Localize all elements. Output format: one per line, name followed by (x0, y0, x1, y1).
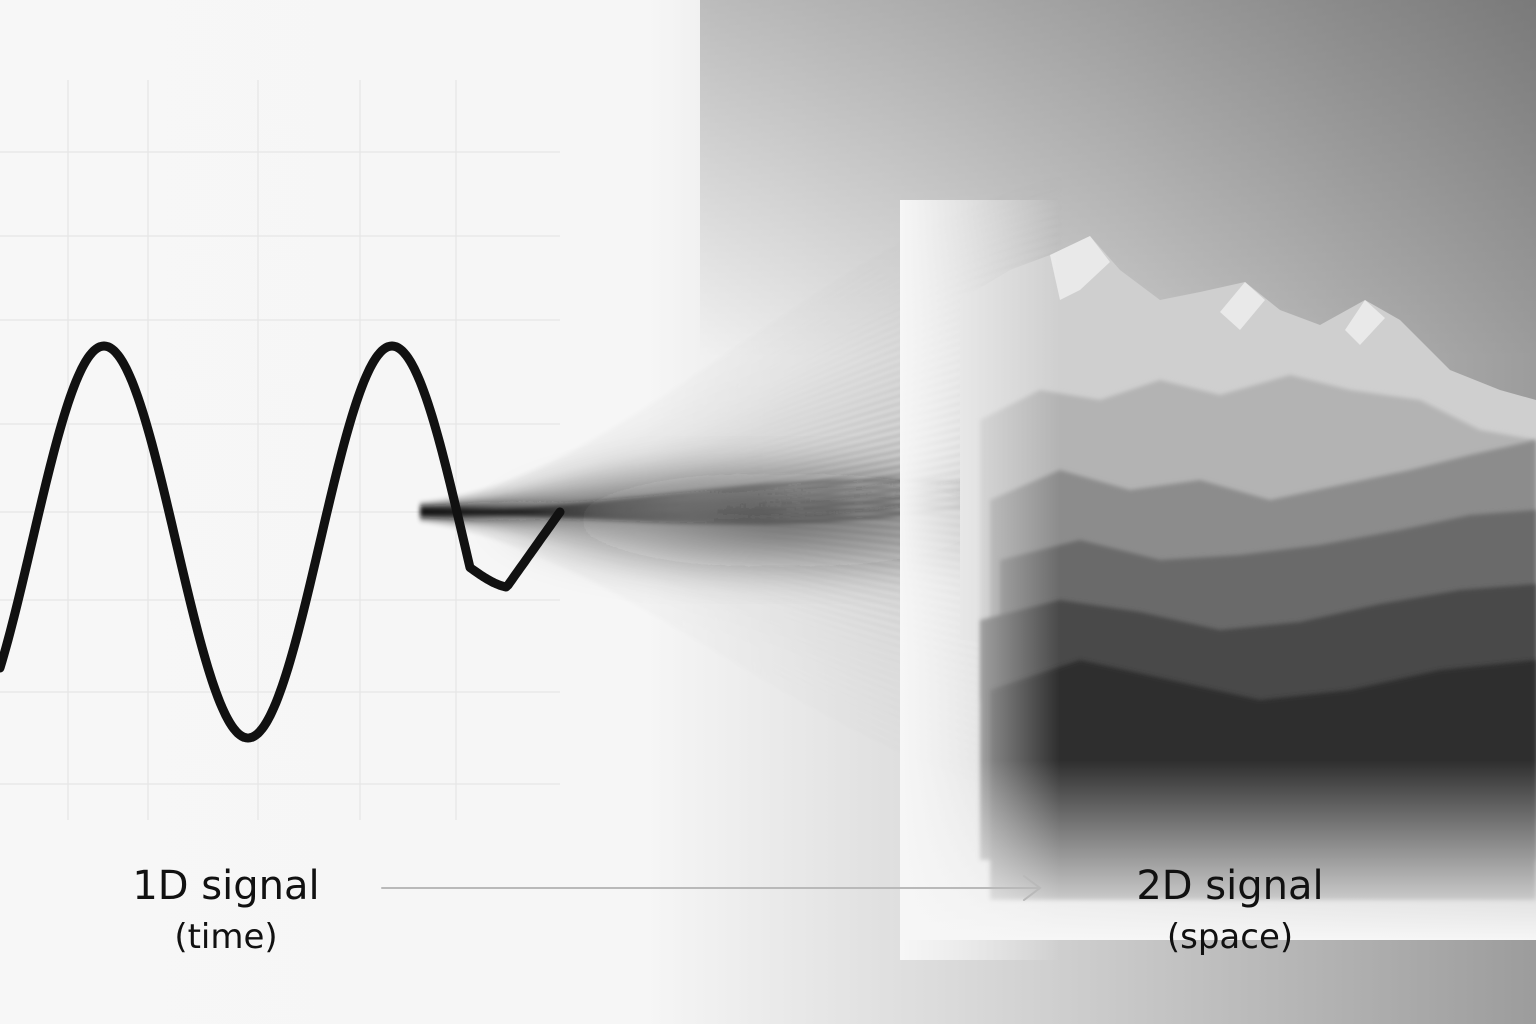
wave-line (0, 341, 565, 743)
label-1d-title: 1D signal (132, 863, 320, 909)
mountain-range (900, 200, 1536, 960)
label-2d-signal: 2D signal (space) (1110, 866, 1350, 954)
mountain-left-fade (900, 200, 1060, 960)
label-1d-subtitle: (time) (174, 917, 278, 957)
right-arrow-icon (381, 875, 1042, 901)
label-2d-title: 2D signal (1136, 863, 1324, 909)
label-2d-subtitle: (space) (1166, 917, 1294, 957)
mountain-snow-highlights (1050, 236, 1385, 345)
label-1d-signal: 1D signal (time) (106, 866, 346, 954)
